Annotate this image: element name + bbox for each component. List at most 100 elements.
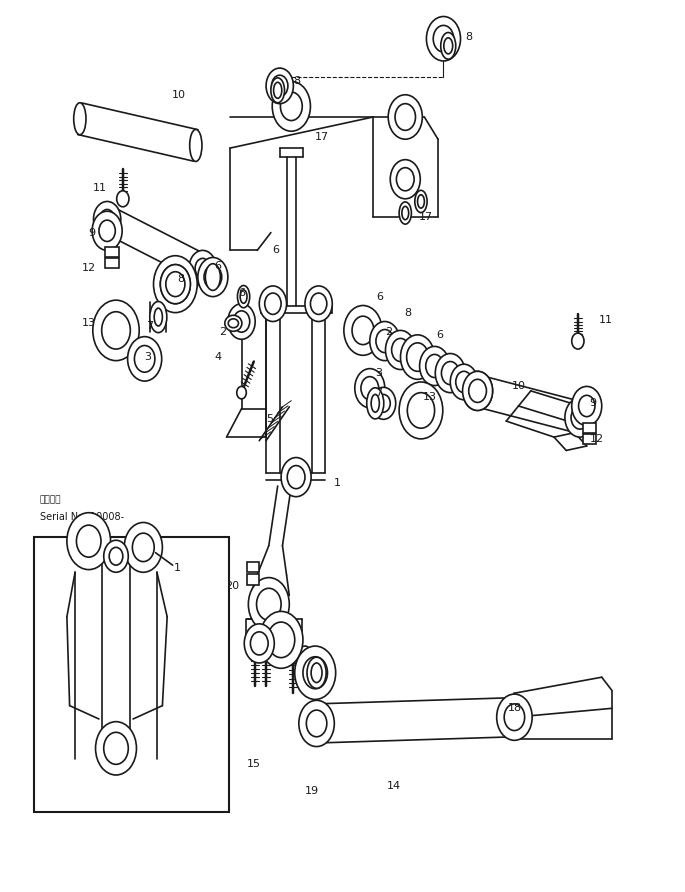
Ellipse shape [206, 264, 221, 291]
Ellipse shape [271, 78, 284, 103]
Circle shape [259, 286, 286, 321]
Circle shape [395, 103, 416, 130]
Text: 6: 6 [238, 288, 246, 298]
Circle shape [388, 95, 423, 139]
Ellipse shape [190, 129, 202, 161]
Circle shape [399, 382, 443, 439]
Text: 2: 2 [219, 327, 227, 337]
Circle shape [281, 458, 311, 497]
Text: 6: 6 [377, 292, 384, 301]
Circle shape [251, 632, 268, 655]
Circle shape [234, 310, 250, 332]
Ellipse shape [415, 190, 427, 212]
Ellipse shape [358, 320, 369, 340]
Circle shape [249, 578, 289, 631]
Circle shape [392, 338, 410, 361]
Bar [583, 423, 596, 433]
Text: 13: 13 [423, 392, 437, 402]
Circle shape [103, 541, 128, 573]
Text: 6: 6 [436, 330, 444, 340]
Text: 6: 6 [273, 245, 279, 255]
Ellipse shape [366, 388, 384, 419]
Circle shape [160, 265, 190, 303]
Ellipse shape [150, 301, 167, 333]
Ellipse shape [307, 657, 326, 689]
Ellipse shape [74, 103, 86, 135]
Text: 7: 7 [375, 388, 382, 398]
Circle shape [271, 75, 288, 96]
Circle shape [361, 376, 379, 400]
Circle shape [355, 368, 385, 408]
Circle shape [249, 643, 262, 661]
Circle shape [287, 466, 305, 489]
Circle shape [127, 336, 162, 381]
Bar [247, 562, 259, 573]
Circle shape [427, 17, 460, 61]
Text: 13: 13 [82, 318, 95, 328]
Circle shape [189, 251, 216, 286]
Circle shape [259, 643, 273, 661]
Circle shape [124, 523, 162, 573]
Text: 20: 20 [225, 582, 239, 591]
Circle shape [237, 386, 247, 399]
Circle shape [504, 704, 525, 731]
Circle shape [377, 394, 390, 412]
Circle shape [310, 293, 327, 314]
Ellipse shape [353, 315, 373, 346]
Bar [34, 537, 229, 813]
Circle shape [305, 286, 332, 321]
Circle shape [469, 379, 486, 402]
Circle shape [245, 624, 274, 663]
Circle shape [352, 316, 374, 344]
Circle shape [572, 386, 601, 425]
Text: 4: 4 [214, 352, 221, 362]
Circle shape [401, 334, 434, 379]
Circle shape [397, 168, 414, 191]
Bar [175, 690, 189, 700]
Circle shape [280, 92, 302, 120]
Circle shape [93, 202, 121, 237]
Text: 1: 1 [334, 478, 341, 488]
Circle shape [132, 533, 154, 562]
Circle shape [295, 646, 336, 699]
Text: 8: 8 [404, 308, 411, 318]
Text: 11: 11 [93, 183, 107, 194]
Circle shape [116, 191, 129, 207]
Polygon shape [475, 376, 582, 434]
Ellipse shape [228, 318, 238, 327]
Circle shape [134, 345, 155, 372]
Text: 17: 17 [419, 211, 433, 221]
Bar [175, 677, 189, 688]
Ellipse shape [225, 315, 242, 331]
Circle shape [497, 694, 532, 740]
Text: 1: 1 [174, 563, 181, 573]
Circle shape [264, 293, 281, 314]
Ellipse shape [273, 82, 282, 98]
Circle shape [565, 398, 595, 437]
Ellipse shape [399, 202, 412, 224]
Text: Serial No. 10008-: Serial No. 10008- [40, 512, 124, 522]
Circle shape [390, 160, 421, 199]
Text: 19: 19 [305, 786, 319, 796]
Circle shape [228, 303, 256, 339]
Text: 12: 12 [82, 263, 95, 273]
Text: 14: 14 [387, 780, 401, 790]
Circle shape [462, 371, 493, 410]
Circle shape [99, 210, 114, 229]
Text: 11: 11 [598, 315, 612, 325]
Circle shape [371, 387, 396, 419]
Circle shape [426, 354, 443, 377]
Circle shape [101, 311, 130, 349]
Text: 8: 8 [293, 77, 301, 87]
Circle shape [572, 333, 584, 349]
Circle shape [344, 305, 382, 355]
Circle shape [462, 371, 493, 410]
Circle shape [386, 330, 416, 369]
Text: 15: 15 [247, 759, 261, 769]
Ellipse shape [154, 308, 162, 326]
Text: 3: 3 [145, 352, 151, 362]
Circle shape [579, 395, 595, 417]
Text: 16: 16 [162, 689, 176, 698]
Circle shape [303, 657, 327, 689]
Text: 8: 8 [177, 274, 184, 284]
